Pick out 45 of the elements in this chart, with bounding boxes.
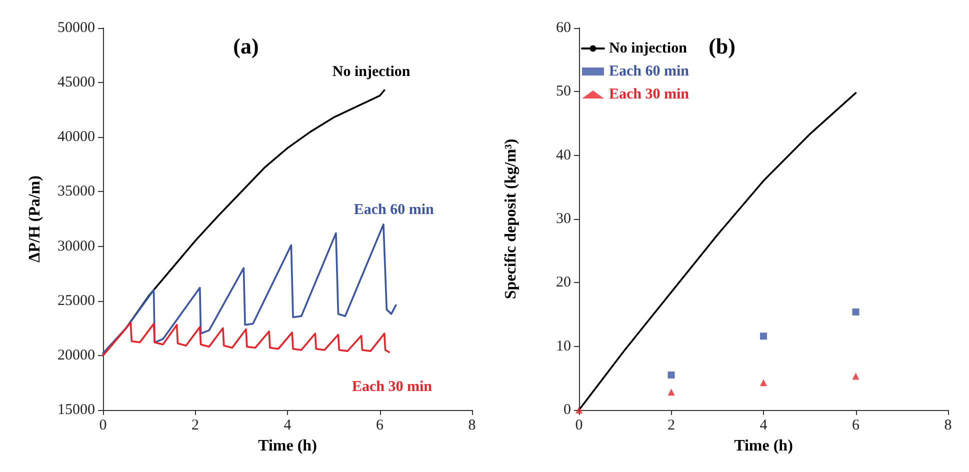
y-tick-label: 50 bbox=[556, 84, 571, 100]
y-tick-label: 10 bbox=[556, 338, 571, 354]
y-tick-label: 30000 bbox=[58, 238, 95, 254]
y-tick-label: 0 bbox=[564, 402, 571, 418]
y-tick-label: 15000 bbox=[58, 402, 95, 418]
series-label: No injection bbox=[332, 64, 411, 80]
x-tick-label: 4 bbox=[760, 418, 768, 434]
x-tick-label: 6 bbox=[852, 418, 860, 434]
y-tick-label: 50000 bbox=[58, 20, 95, 36]
x-tick-label: 0 bbox=[99, 418, 107, 434]
y-tick-label: 60 bbox=[556, 20, 571, 36]
point bbox=[852, 372, 860, 380]
y-tick-label: 45000 bbox=[58, 74, 95, 91]
x-axis-title: Time (h) bbox=[258, 438, 317, 454]
x-tick-label: 0 bbox=[575, 418, 583, 434]
y-tick-label: 25000 bbox=[58, 292, 95, 309]
series-label: Each 30 min bbox=[352, 379, 433, 396]
x-tick-label: 2 bbox=[192, 418, 199, 434]
series-label: Each 60 min bbox=[354, 202, 435, 218]
x-tick-label: 8 bbox=[944, 418, 952, 434]
x-tick-label: 6 bbox=[376, 418, 384, 434]
chart-title: (b) bbox=[708, 34, 736, 58]
legend-label: No injection bbox=[609, 40, 688, 56]
y-axis-title: Specific deposit (kg/m³) bbox=[502, 138, 520, 300]
legend-label: Each 60 min bbox=[609, 64, 690, 80]
y-tick-label: 40 bbox=[556, 147, 571, 164]
point bbox=[852, 308, 860, 316]
x-tick-label: 2 bbox=[668, 418, 675, 434]
x-tick-label: 4 bbox=[284, 418, 292, 434]
x-axis-title: Time (h) bbox=[734, 438, 793, 454]
y-tick-label: 35000 bbox=[58, 184, 95, 200]
line-series bbox=[102, 322, 390, 356]
line-series bbox=[102, 224, 397, 354]
y-axis-title: ΔP/H (Pa/m) bbox=[26, 176, 44, 262]
point bbox=[760, 379, 767, 386]
y-tick-label: 40000 bbox=[58, 129, 95, 146]
point bbox=[668, 388, 675, 396]
y-tick-label: 20000 bbox=[58, 347, 95, 364]
point bbox=[668, 371, 675, 378]
x-tick-label: 8 bbox=[468, 418, 476, 434]
y-tick-label: 30 bbox=[556, 211, 571, 227]
y-tick-label: 20 bbox=[556, 274, 571, 291]
chart-title: (a) bbox=[233, 34, 259, 58]
legend-label: Each 30 min bbox=[609, 86, 690, 102]
point bbox=[760, 332, 767, 340]
